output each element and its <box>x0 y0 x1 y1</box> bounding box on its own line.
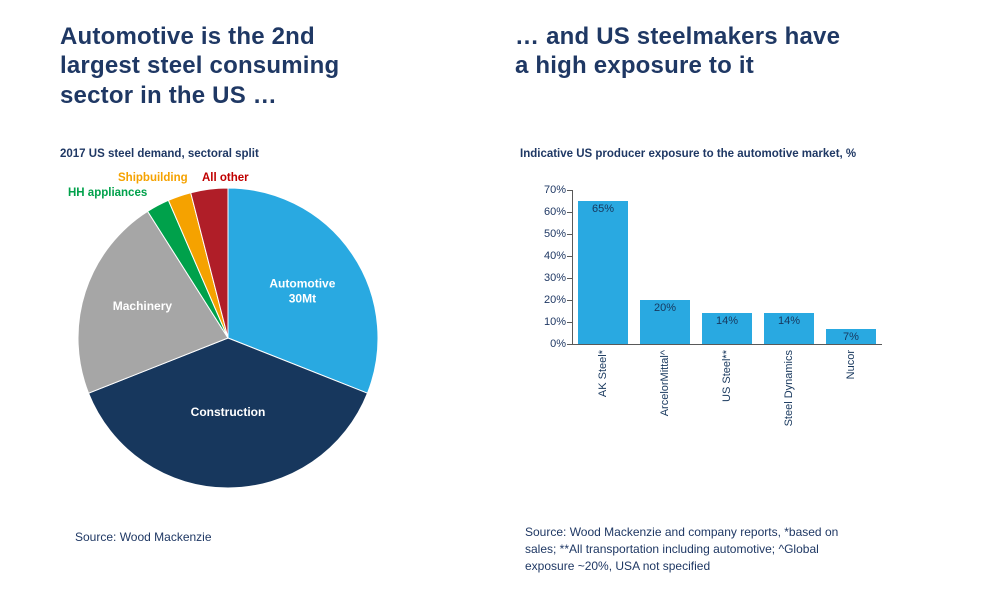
bar-value-us-steel: 14% <box>715 315 739 328</box>
left-title-line-1: Automotive is the 2nd <box>60 23 315 50</box>
right-source: Source: Wood Mackenzie and company repor… <box>525 524 905 574</box>
x-label-steel-dynamics: Steel Dynamics <box>783 350 795 427</box>
pie-slice-construction <box>87 337 369 489</box>
bar-chart: 0% 10% 20% 30% 40% 50% 60% 70% 65% AK Steel* 20% Ar… <box>520 180 960 500</box>
pie-slice-label-automotive: Automotive 30Mt <box>269 276 335 305</box>
y-tick-mark-60 <box>567 212 572 213</box>
left-title-line-2: largest steel consuming <box>60 52 340 80</box>
bar-value-arcelormittal: 20% <box>653 302 677 314</box>
right-title-line-1: … and US steelmakers have <box>515 23 841 50</box>
x-label-nucor: Nucor <box>845 350 857 380</box>
right-source-line-1: Source: Wood Mackenzie and company repor… <box>525 525 839 539</box>
x-label-us-steel: US Steel** <box>721 350 733 402</box>
y-tick-label-40: 40% <box>543 250 566 262</box>
pie-chart: Automotive 30Mt Construction Machinery <box>77 187 379 489</box>
pie-chart-title: 2017 US steel demand, sectoral split <box>60 148 259 160</box>
x-label-ak-steel: AK Steel* <box>597 350 609 398</box>
right-title: … and US steelmakers have a high exposur… <box>515 22 935 81</box>
y-tick-label-20: 20% <box>543 294 566 306</box>
bar-value-steel-dynamics: 14% <box>777 315 801 328</box>
y-tick-mark-40 <box>567 256 572 257</box>
y-axis-line <box>572 190 573 345</box>
bar-nucor <box>826 328 876 344</box>
bar-steel-dynamics <box>764 313 814 344</box>
bar-arcelormittal <box>640 300 690 344</box>
y-tick-label-10: 10% <box>543 316 566 328</box>
y-tick-label-30: 30% <box>543 272 566 284</box>
bar-value-nucor: 7% <box>843 330 859 343</box>
bar-us-steel <box>702 313 752 344</box>
x-label-arcelormittal: ArcelorMittal^ <box>659 350 671 417</box>
y-tick-label-50: 50% <box>543 228 566 240</box>
x-axis-line <box>572 344 882 345</box>
bar-chart-title: Indicative US producer exposure to the a… <box>520 148 857 160</box>
pie-slice-machinery <box>77 210 229 394</box>
y-tick-mark-50 <box>567 234 572 235</box>
y-tick-mark-20 <box>567 300 572 301</box>
right-source-line-3: exposure ~20%, USA not specified <box>525 558 711 573</box>
y-tick-label-60: 60% <box>543 206 566 218</box>
pie-label-all-other: All other <box>202 172 249 184</box>
pie-slice-label-machinery: Machinery <box>113 299 173 313</box>
pie-slice-all-other <box>190 187 229 339</box>
pie-label-hh-appliances: HH appliances <box>68 187 148 199</box>
y-tick-label-70: 70% <box>543 184 566 196</box>
bar-value-ak-steel: 65% <box>591 203 615 215</box>
left-title-line-3: sector in the US … <box>60 81 277 109</box>
y-tick-mark-70 <box>567 190 572 191</box>
y-tick-label-0: 0% <box>550 338 566 350</box>
y-tick-mark-0 <box>567 344 572 345</box>
pie-slice-automotive <box>227 187 379 394</box>
right-source-line-2: sales; **All transportation including au… <box>525 541 819 556</box>
left-source: Source: Wood Mackenzie <box>75 530 212 544</box>
y-tick-mark-30 <box>567 278 572 279</box>
pie-label-shipbuilding: Shipbuilding <box>118 172 188 184</box>
left-title: Automotive is the 2nd largest steel cons… <box>60 22 430 110</box>
pie-slice-label-construction: Construction <box>191 405 266 419</box>
bar-ak-steel <box>578 201 628 344</box>
right-title-line-2: a high exposure to it <box>515 52 754 80</box>
y-tick-mark-10 <box>567 322 572 323</box>
